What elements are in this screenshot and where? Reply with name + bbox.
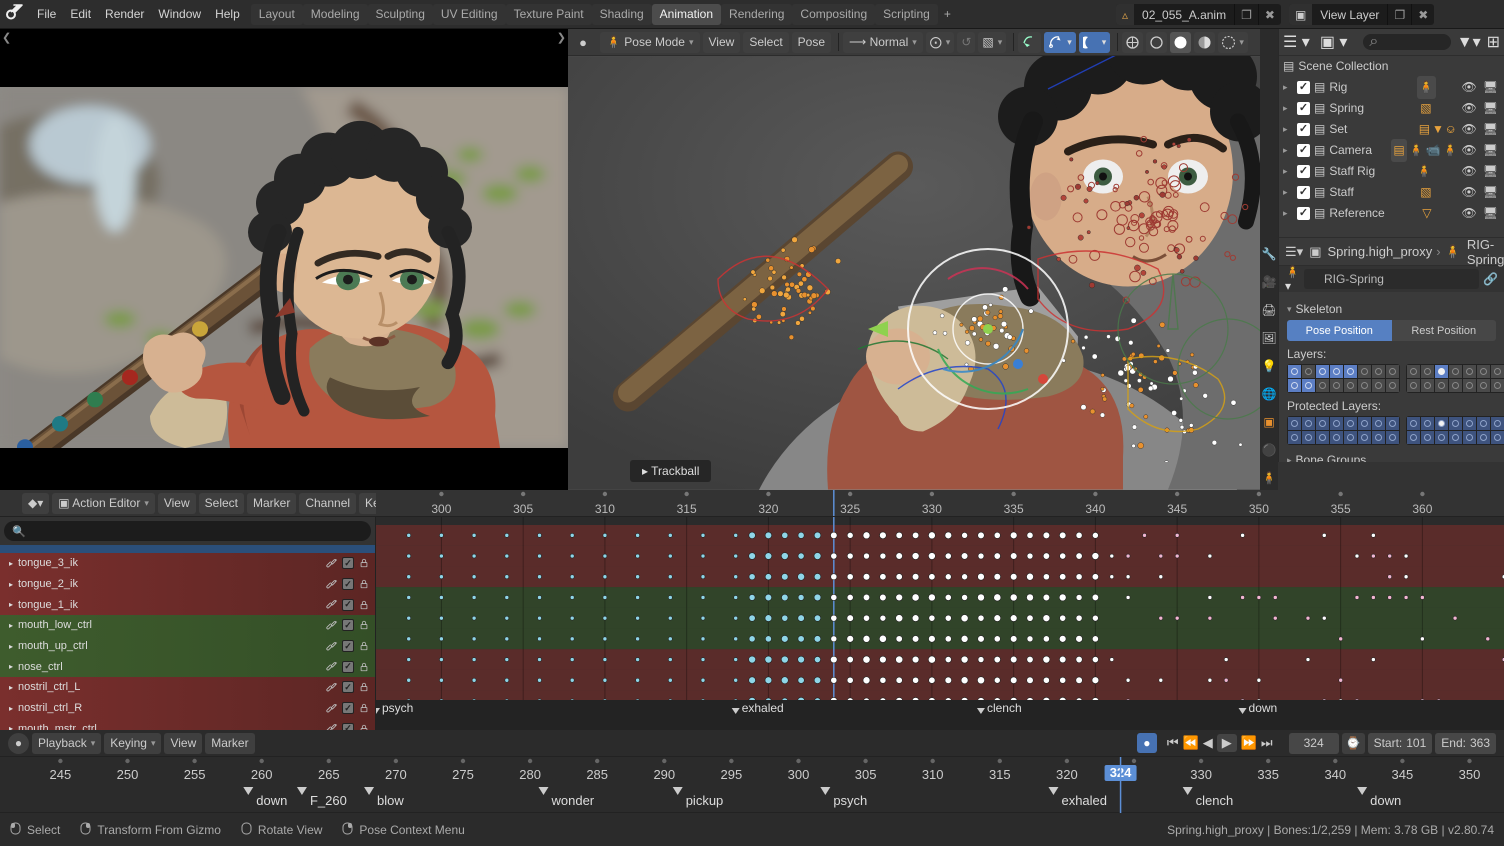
svg-text:exhaled: exhaled <box>742 701 784 715</box>
svg-text:310: 310 <box>595 502 615 516</box>
svg-text:350: 350 <box>1459 767 1481 782</box>
svg-text:245: 245 <box>50 767 72 782</box>
svg-text:300: 300 <box>431 502 451 516</box>
svg-text:330: 330 <box>1190 767 1212 782</box>
svg-text:355: 355 <box>1331 502 1351 516</box>
svg-text:320: 320 <box>758 502 778 516</box>
svg-text:340: 340 <box>1085 502 1105 516</box>
svg-text:285: 285 <box>586 767 608 782</box>
svg-text:F_260: F_260 <box>310 793 347 808</box>
svg-text:310: 310 <box>922 767 944 782</box>
svg-text:exhaled: exhaled <box>1061 793 1107 808</box>
svg-text:down: down <box>1249 701 1278 715</box>
svg-text:305: 305 <box>855 767 877 782</box>
svg-text:315: 315 <box>677 502 697 516</box>
svg-text:345: 345 <box>1392 767 1414 782</box>
svg-text:wonder: wonder <box>551 793 595 808</box>
svg-text:270: 270 <box>385 767 407 782</box>
svg-text:325: 325 <box>840 502 860 516</box>
svg-text:350: 350 <box>1249 502 1269 516</box>
svg-text:blow: blow <box>377 793 404 808</box>
svg-text:255: 255 <box>184 767 206 782</box>
svg-text:280: 280 <box>519 767 541 782</box>
svg-text:315: 315 <box>989 767 1011 782</box>
svg-text:335: 335 <box>1004 502 1024 516</box>
svg-text:320: 320 <box>1056 767 1078 782</box>
svg-text:265: 265 <box>318 767 340 782</box>
svg-text:300: 300 <box>788 767 810 782</box>
svg-text:down: down <box>1370 793 1401 808</box>
svg-text:250: 250 <box>117 767 139 782</box>
svg-text:275: 275 <box>452 767 474 782</box>
svg-text:345: 345 <box>1167 502 1187 516</box>
svg-text:330: 330 <box>922 502 942 516</box>
svg-text:down: down <box>256 793 287 808</box>
svg-text:260: 260 <box>251 767 273 782</box>
svg-text:360: 360 <box>1412 502 1432 516</box>
svg-text:295: 295 <box>721 767 743 782</box>
svg-text:pickup: pickup <box>686 793 724 808</box>
svg-text:psych: psych <box>833 793 867 808</box>
svg-text:clench: clench <box>987 701 1022 715</box>
svg-text:305: 305 <box>513 502 533 516</box>
svg-text:psych: psych <box>382 701 413 715</box>
svg-text:340: 340 <box>1324 767 1346 782</box>
svg-text:290: 290 <box>653 767 675 782</box>
svg-text:clench: clench <box>1196 793 1234 808</box>
svg-text:335: 335 <box>1257 767 1279 782</box>
